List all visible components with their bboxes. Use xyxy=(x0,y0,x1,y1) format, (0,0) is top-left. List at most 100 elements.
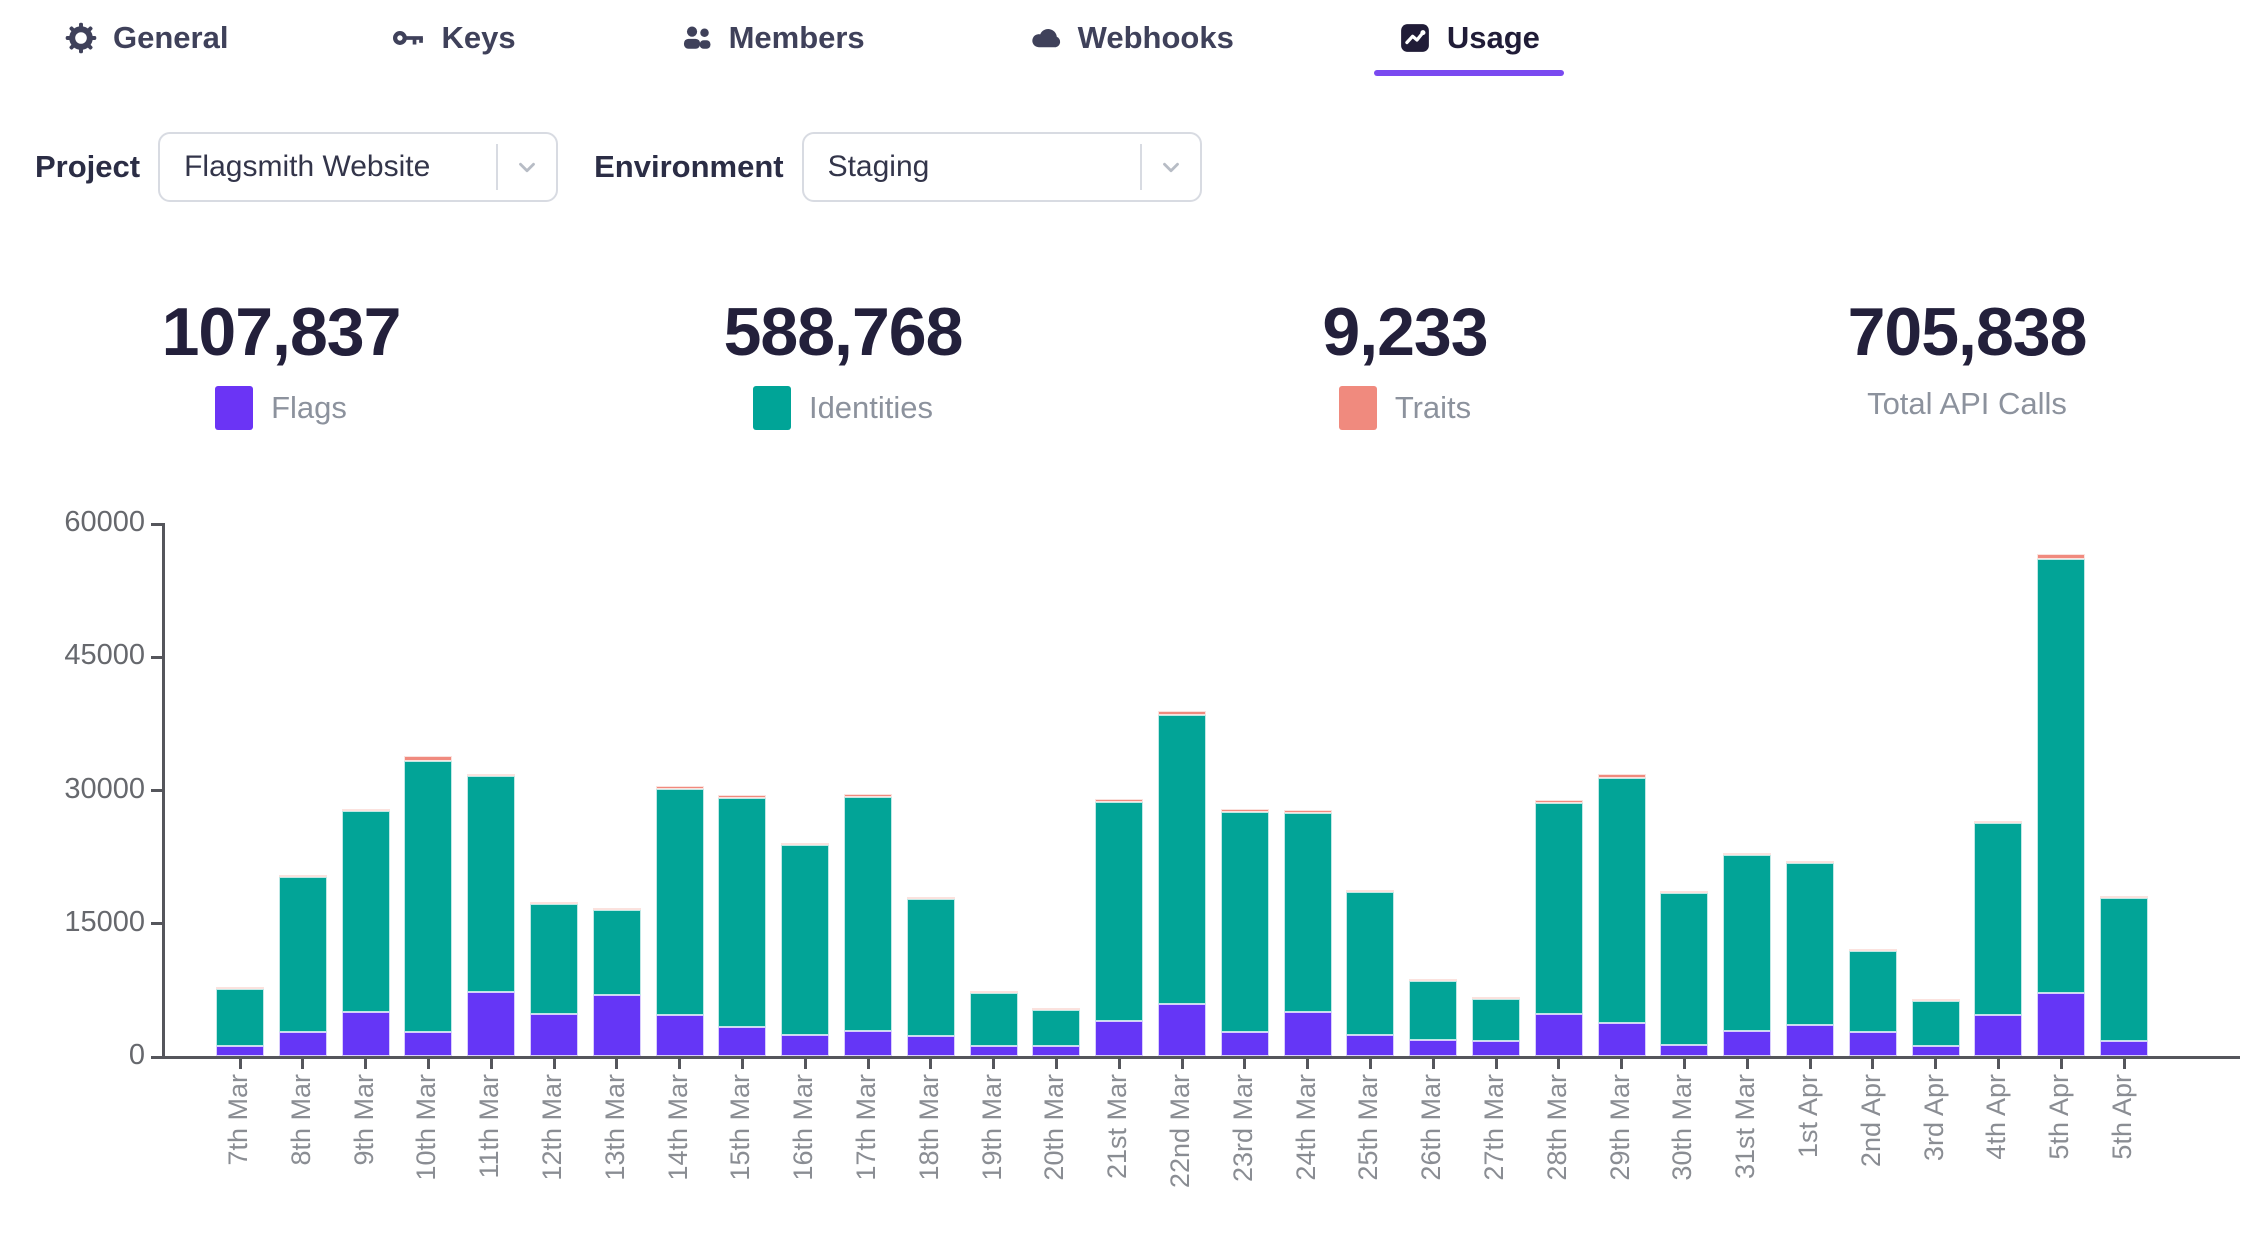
bar-segment-flags[interactable] xyxy=(1660,1044,1709,1056)
bar-segment-traits[interactable] xyxy=(1911,999,1960,1002)
bar-segment-traits[interactable] xyxy=(530,901,578,904)
bar-segment-identities[interactable] xyxy=(1848,951,1897,1033)
bar-segment-flags[interactable] xyxy=(530,1014,578,1056)
bar-segment-identities[interactable] xyxy=(341,810,390,1012)
usage-bar[interactable] xyxy=(781,842,830,1056)
bar-segment-flags[interactable] xyxy=(2100,1040,2148,1056)
usage-bar[interactable] xyxy=(1911,999,1960,1056)
bar-segment-identities[interactable] xyxy=(467,776,516,993)
usage-bar[interactable] xyxy=(1220,809,1269,1056)
bar-segment-flags[interactable] xyxy=(1158,1003,1206,1056)
environment-select[interactable]: Staging xyxy=(801,132,1202,202)
bar-segment-traits[interactable] xyxy=(655,785,704,789)
usage-bar[interactable] xyxy=(592,908,641,1056)
bar-segment-identities[interactable] xyxy=(718,798,767,1027)
bar-segment-flags[interactable] xyxy=(1346,1034,1395,1056)
usage-bar[interactable] xyxy=(1597,774,1646,1056)
bar-segment-traits[interactable] xyxy=(467,773,516,777)
bar-segment-flags[interactable] xyxy=(467,992,516,1056)
bar-segment-traits[interactable] xyxy=(1786,861,1834,864)
usage-bar[interactable] xyxy=(718,794,767,1056)
chevron-down-icon[interactable] xyxy=(1142,154,1200,180)
bar-segment-flags[interactable] xyxy=(1723,1031,1772,1056)
bar-segment-flags[interactable] xyxy=(1974,1015,2023,1056)
bar-segment-traits[interactable] xyxy=(1283,809,1332,813)
bar-segment-traits[interactable] xyxy=(1032,1008,1081,1011)
bar-segment-flags[interactable] xyxy=(1409,1040,1458,1056)
bar-segment-identities[interactable] xyxy=(1283,812,1332,1012)
bar-segment-traits[interactable] xyxy=(592,908,641,911)
usage-bar[interactable] xyxy=(467,773,516,1056)
bar-segment-traits[interactable] xyxy=(1848,949,1897,952)
bar-segment-flags[interactable] xyxy=(1534,1014,1583,1056)
bar-segment-flags[interactable] xyxy=(2037,992,2086,1056)
usage-bar[interactable] xyxy=(1472,996,1520,1056)
bar-segment-flags[interactable] xyxy=(278,1032,327,1056)
bar-segment-identities[interactable] xyxy=(1095,801,1144,1022)
bar-segment-identities[interactable] xyxy=(1472,998,1520,1042)
bar-segment-flags[interactable] xyxy=(1786,1025,1834,1056)
tab-general[interactable]: General xyxy=(40,10,252,76)
usage-bar[interactable] xyxy=(404,755,453,1056)
bar-segment-identities[interactable] xyxy=(844,796,892,1032)
usage-bar[interactable] xyxy=(530,901,578,1056)
bar-segment-identities[interactable] xyxy=(1786,863,1834,1026)
bar-segment-traits[interactable] xyxy=(969,991,1018,994)
bar-segment-identities[interactable] xyxy=(1534,802,1583,1015)
bar-segment-flags[interactable] xyxy=(969,1046,1018,1056)
usage-bar[interactable] xyxy=(2100,896,2148,1056)
bar-segment-flags[interactable] xyxy=(1472,1041,1520,1056)
usage-bar[interactable] xyxy=(906,896,955,1056)
tab-usage[interactable]: Usage xyxy=(1373,10,1564,76)
bar-segment-flags[interactable] xyxy=(1848,1032,1897,1056)
bar-segment-identities[interactable] xyxy=(1723,855,1772,1032)
usage-bar[interactable] xyxy=(1974,820,2023,1056)
bar-segment-identities[interactable] xyxy=(655,788,704,1016)
bar-segment-traits[interactable] xyxy=(1534,799,1583,803)
bar-segment-traits[interactable] xyxy=(1220,809,1269,812)
usage-bar[interactable] xyxy=(1346,890,1395,1056)
usage-bar[interactable] xyxy=(1786,861,1834,1056)
bar-segment-traits[interactable] xyxy=(2037,554,2086,559)
bar-segment-flags[interactable] xyxy=(1095,1021,1144,1056)
bar-segment-identities[interactable] xyxy=(278,876,327,1033)
bar-segment-traits[interactable] xyxy=(1346,890,1395,893)
usage-bar[interactable] xyxy=(1283,809,1332,1056)
bar-segment-traits[interactable] xyxy=(718,794,767,799)
usage-bar[interactable] xyxy=(1158,710,1206,1056)
bar-segment-flags[interactable] xyxy=(718,1026,767,1056)
bar-segment-identities[interactable] xyxy=(1032,1010,1081,1047)
bar-segment-flags[interactable] xyxy=(906,1035,955,1056)
bar-segment-identities[interactable] xyxy=(1597,777,1646,1024)
bar-segment-flags[interactable] xyxy=(404,1032,453,1056)
tab-members[interactable]: Members xyxy=(656,10,889,76)
usage-bar[interactable] xyxy=(1534,799,1583,1056)
bar-segment-identities[interactable] xyxy=(530,903,578,1015)
bar-segment-traits[interactable] xyxy=(1660,890,1709,893)
usage-bar[interactable] xyxy=(216,986,264,1056)
bar-segment-identities[interactable] xyxy=(1346,892,1395,1035)
bar-segment-traits[interactable] xyxy=(1409,979,1458,982)
usage-bar[interactable] xyxy=(1723,853,1772,1056)
usage-bar[interactable] xyxy=(1409,979,1458,1056)
bar-segment-traits[interactable] xyxy=(1597,774,1646,778)
bar-segment-flags[interactable] xyxy=(1911,1045,1960,1056)
usage-bar[interactable] xyxy=(969,991,1018,1056)
bar-segment-flags[interactable] xyxy=(1597,1023,1646,1056)
bar-segment-identities[interactable] xyxy=(2037,558,2086,993)
usage-bar[interactable] xyxy=(844,793,892,1056)
bar-segment-identities[interactable] xyxy=(1158,714,1206,1004)
bar-segment-identities[interactable] xyxy=(2100,898,2148,1041)
usage-bar[interactable] xyxy=(2037,554,2086,1056)
bar-segment-identities[interactable] xyxy=(1220,811,1269,1032)
bar-segment-identities[interactable] xyxy=(1974,822,2023,1016)
bar-segment-identities[interactable] xyxy=(404,761,453,1032)
bar-segment-traits[interactable] xyxy=(404,755,453,762)
bar-segment-flags[interactable] xyxy=(1283,1011,1332,1056)
bar-segment-traits[interactable] xyxy=(341,808,390,811)
bar-segment-flags[interactable] xyxy=(341,1011,390,1056)
bar-segment-identities[interactable] xyxy=(1911,1001,1960,1046)
bar-segment-flags[interactable] xyxy=(1220,1032,1269,1056)
bar-segment-traits[interactable] xyxy=(1158,710,1206,715)
usage-bar[interactable] xyxy=(278,874,327,1056)
